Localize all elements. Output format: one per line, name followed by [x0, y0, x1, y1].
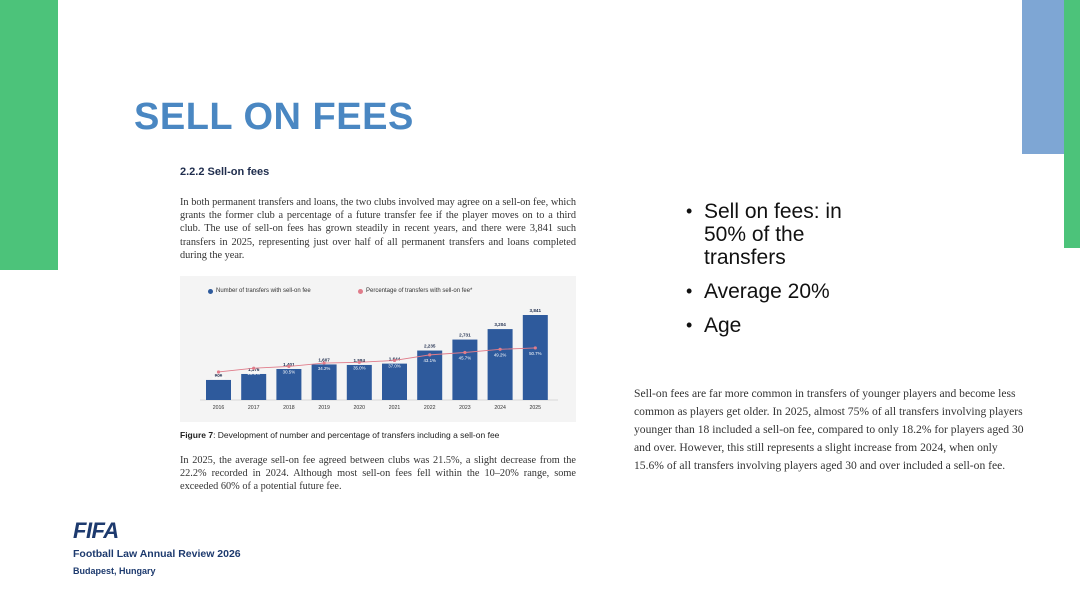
x-tick-label: 2019 [318, 405, 330, 411]
sell-on-fee-chart: Number of transfers with sell-on fee Per… [180, 276, 576, 422]
bar-2019 [311, 364, 337, 400]
report-excerpt: 2.2.2 Sell-on fees In both permanent tra… [180, 166, 576, 262]
bullet-item: Average 20% [686, 280, 886, 303]
bar-2023 [452, 339, 478, 400]
percentage-label: 49.2% [494, 352, 507, 357]
x-tick-label: 2020 [354, 405, 366, 411]
percentage-point [252, 366, 256, 370]
legend-item-count: Number of transfers with sell-on fee [208, 288, 311, 294]
percentage-label: 45.7% [459, 356, 472, 361]
percentage-label: 30.5% [283, 369, 296, 374]
percentage-label: 37.0% [388, 363, 401, 368]
slide-title: SELL ON FEES [134, 96, 414, 138]
fifa-logo: FIFA [73, 518, 119, 543]
excerpt-paragraph-1: In both permanent transfers and loans, t… [180, 197, 576, 261]
section-heading: 2.2.2 Sell-on fees [180, 166, 270, 178]
percentage-point [533, 346, 537, 350]
footer-title: Football Law Annual Review 2026 [73, 548, 241, 560]
footer-location: Budapest, Hungary [73, 566, 156, 576]
legend-label-count: Number of transfers with sell-on fee [216, 288, 311, 294]
bar-2020 [346, 364, 372, 400]
bar-2018 [276, 368, 302, 400]
bar-2025 [522, 315, 548, 400]
x-tick-label: 2025 [530, 405, 542, 411]
green-accent-bar-right [1064, 0, 1080, 248]
chart-plot: 90620161,17620171,40120181,60720191,5842… [200, 308, 558, 411]
percentage-label: 50.7% [529, 351, 542, 356]
figure-caption-label: Figure 7 [180, 430, 214, 440]
percentage-point [463, 350, 467, 355]
legend-swatch-line [358, 288, 363, 294]
bar-2024 [487, 329, 513, 400]
x-tick-label: 2016 [213, 405, 225, 411]
x-tick-label: 2023 [459, 405, 471, 411]
bar-value-label: 2,731 [459, 333, 471, 338]
bar-2016 [206, 379, 231, 400]
percentage-line [218, 347, 536, 373]
legend-label-percent: Percentage of transfers with sell-on fee… [366, 288, 473, 294]
bar-value-label: 1,584 [354, 358, 366, 363]
bar-value-label: 3,204 [494, 322, 506, 327]
percentage-label: 28.5% [247, 371, 260, 376]
percentage-point [322, 361, 326, 365]
excerpt-paragraph-2: In 2025, the average sell-on fee agreed … [180, 455, 576, 493]
figure-caption: Figure 7: Development of number and perc… [180, 430, 580, 440]
bar-value-label: 906 [215, 373, 223, 378]
percentage-label: 35.0% [353, 365, 366, 370]
percentage-label: 34.2% [318, 366, 331, 371]
x-tick-label: 2022 [424, 405, 436, 411]
percentage-point [216, 370, 221, 374]
percentage-label: 43.1% [423, 358, 436, 363]
key-points-list: Sell on fees: in 50% of the transfers Av… [686, 200, 886, 348]
percentage-label: 24.4% [212, 375, 225, 380]
bullet-item: Sell on fees: in 50% of the transfers [686, 200, 886, 269]
bar-value-label: 3,841 [530, 308, 542, 313]
legend-item-percent: Percentage of transfers with sell-on fee… [358, 288, 472, 294]
bar-2021 [382, 363, 407, 400]
bar-2017 [241, 373, 267, 400]
percentage-point [287, 364, 291, 368]
green-accent-bar-left [0, 0, 58, 270]
percentage-point [392, 358, 397, 363]
x-tick-label: 2021 [389, 405, 401, 411]
x-tick-label: 2017 [248, 405, 260, 411]
bar-value-label: 1,607 [318, 357, 330, 362]
percentage-point [357, 360, 361, 364]
percentage-point [428, 353, 432, 357]
blue-accent-bar-right [1022, 0, 1066, 154]
x-tick-label: 2018 [283, 405, 295, 411]
bar-value-label: 1,401 [283, 362, 295, 367]
bar-2022 [417, 350, 443, 400]
bullet-item: Age [686, 314, 886, 337]
bar-value-label: 2,235 [424, 344, 436, 349]
percentage-point [498, 347, 502, 351]
report-excerpt-2: In 2025, the average sell-on fee agreed … [180, 454, 576, 494]
x-tick-label: 2024 [494, 405, 506, 411]
legend-swatch-bar [208, 288, 213, 294]
age-note-paragraph: Sell-on fees are far more common in tran… [634, 387, 1024, 472]
figure-caption-text: : Development of number and percentage o… [213, 430, 500, 440]
